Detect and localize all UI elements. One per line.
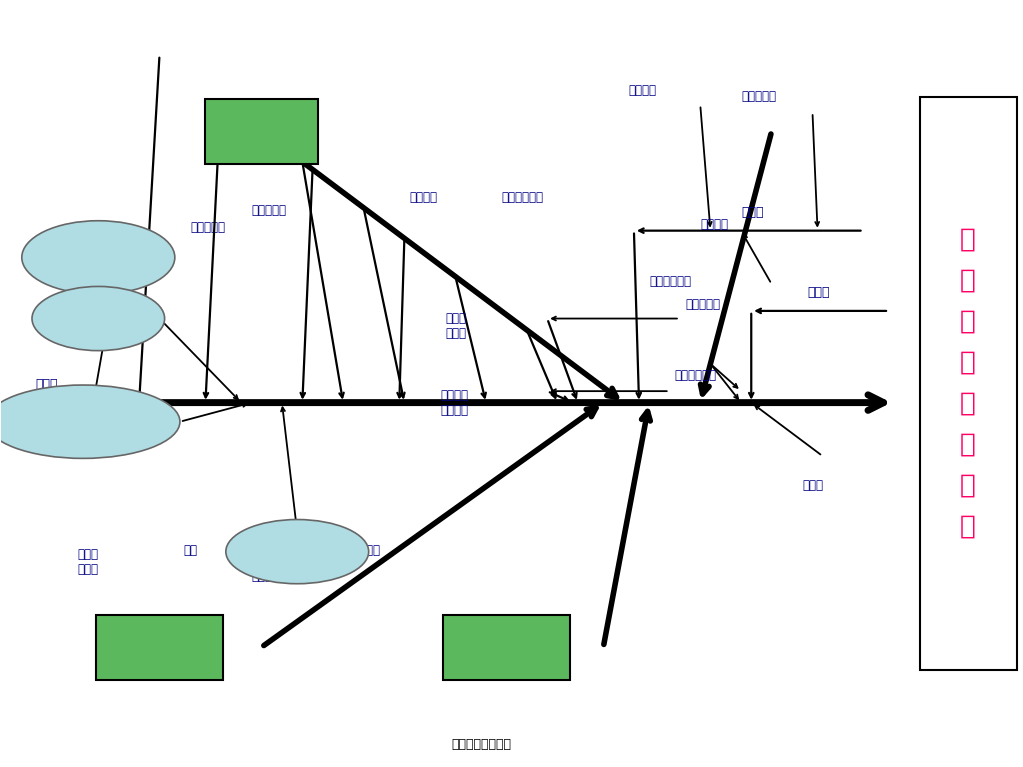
Text: 不重视: 不重视 [802,479,824,492]
Text: 注意力不集中: 注意力不集中 [338,544,381,557]
Text: 床
边
交
接
班
不
规
范: 床 边 交 接 班 不 规 范 [960,227,976,540]
Text: 病人数多
工作量大: 病人数多 工作量大 [440,389,469,416]
FancyBboxPatch shape [206,99,318,164]
Text: 急于完
成工作: 急于完 成工作 [78,548,99,576]
Text: 注意力不集中: 注意力不集中 [501,191,543,204]
Text: 第一页，共四页。: 第一页，共四页。 [451,738,510,751]
Text: 陪护人员多: 陪护人员多 [685,298,720,311]
Text: 知识缺乏: 知识缺乏 [629,84,657,97]
Text: 接班者: 接班者 [741,206,763,219]
Text: 倦怠: 倦怠 [183,544,197,557]
Text: 条理不清晰: 条理不清晰 [741,90,776,103]
Ellipse shape [32,286,165,351]
Text: 不重视: 不重视 [88,314,108,324]
Ellipse shape [21,221,175,294]
Text: 无标准(biāozhǔn): 无标准(biāozhǔn) [43,416,123,427]
Text: 内容不准确: 内容不准确 [190,222,225,235]
Ellipse shape [226,519,368,584]
Text: 环境
(huánjìng): 环境 (huánjìng) [454,627,559,667]
Text: 交班者: 交班者 [35,378,57,391]
Text: 外界干扰过多: 外界干扰过多 [675,369,717,382]
Text: 动作散漫: 动作散漫 [409,191,438,204]
Text: 重点不突出: 重点不突出 [81,251,116,264]
FancyBboxPatch shape [96,614,223,680]
Text: 制度
(zhìdù): 制度 (zhìdù) [124,627,195,667]
Text: 注意力不集中: 注意力不集中 [650,275,692,288]
FancyBboxPatch shape [443,614,570,680]
Text: 人: 人 [251,114,272,148]
Text: 管理者: 管理者 [807,286,830,299]
Text: 督查不力: 督查不力 [700,218,728,231]
Text: 条理不清晰: 条理不清晰 [252,204,286,217]
Text: 未规范培训: 未规范培训 [279,545,315,558]
Text: 对病情
不了解: 对病情 不了解 [252,555,272,584]
Ellipse shape [0,385,180,459]
FancyBboxPatch shape [920,97,1017,670]
Text: 病房杂
物过多: 病房杂 物过多 [445,312,466,341]
